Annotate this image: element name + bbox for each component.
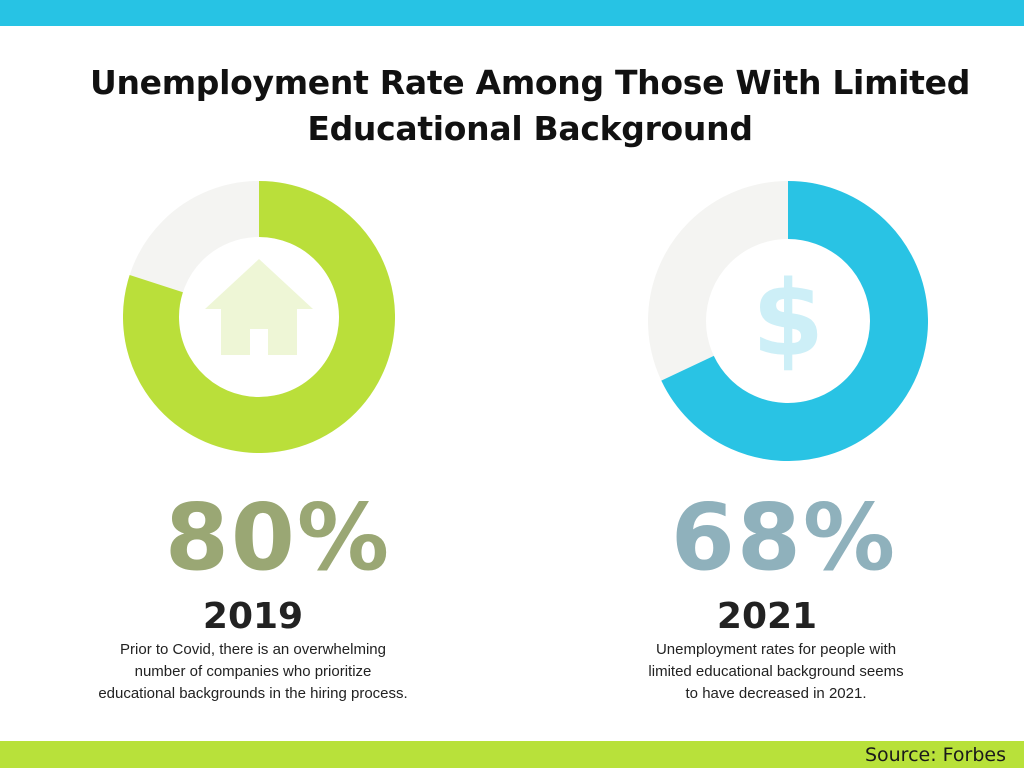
house-icon <box>205 259 313 355</box>
description-2021-line-1: Unemployment rates for people with <box>655 641 897 658</box>
description-2021-line-2: limited educational background seems <box>648 663 904 680</box>
description-2019-line-3: educational backgrounds in the hiring pr… <box>98 685 408 702</box>
donut-slice-2021 <box>661 181 928 461</box>
description-2019: Prior to Covid, there is an overwhelming… <box>53 639 453 705</box>
description-2021: Unemployment rates for people with limit… <box>576 639 976 705</box>
page-title: Unemployment Rate Among Those With Limit… <box>60 60 1000 152</box>
dollar-icon: $ <box>752 258 824 380</box>
donut-chart-2019 <box>123 181 395 453</box>
donut-chart-2021: $ <box>648 181 928 461</box>
title-line-1: Unemployment Rate Among Those With Limit… <box>89 63 971 102</box>
bottom-accent-bar <box>0 741 1024 768</box>
source-credit: Source: Forbes <box>864 744 1006 766</box>
description-2019-line-2: number of companies who prioritize <box>134 663 372 680</box>
percent-label-2019: 80% <box>164 484 392 591</box>
percent-label-2021: 68% <box>670 484 898 591</box>
donut-slice-2019 <box>123 181 395 453</box>
description-2021-line-3: to have decreased in 2021. <box>685 685 867 702</box>
description-2019-line-1: Prior to Covid, there is an overwhelming <box>120 641 386 658</box>
title-line-2: Educational Background <box>307 109 753 148</box>
top-accent-bar <box>0 0 1024 26</box>
year-label-2021: 2021 <box>716 596 818 637</box>
year-label-2019: 2019 <box>202 596 304 637</box>
